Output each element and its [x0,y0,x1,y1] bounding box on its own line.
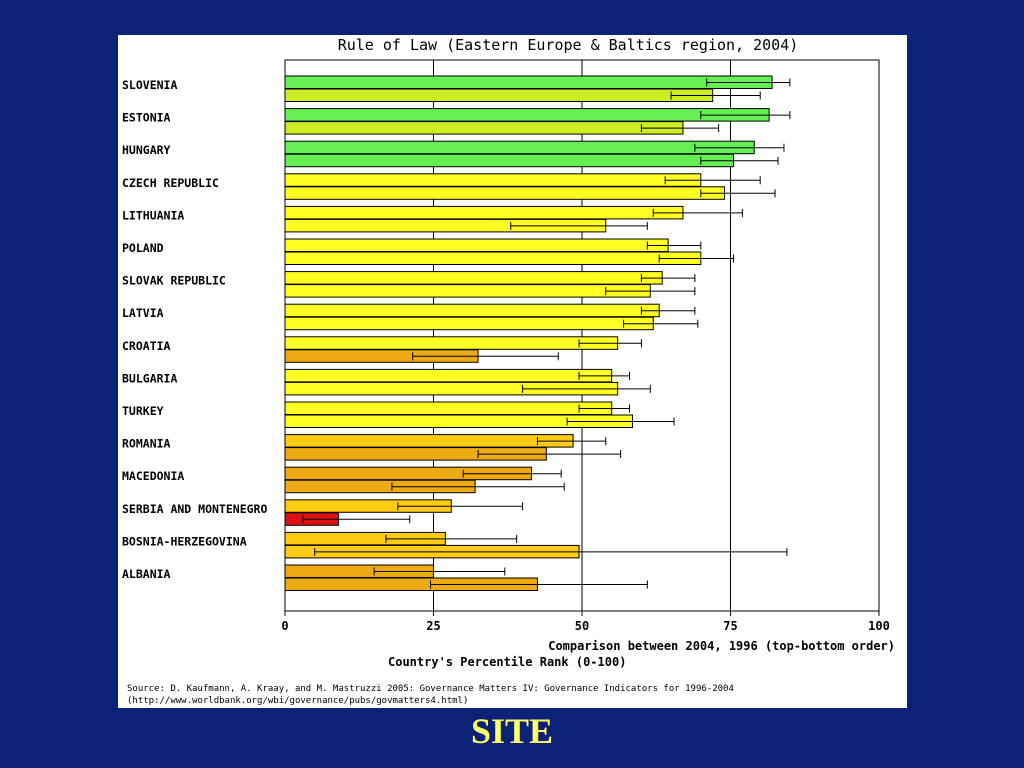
bar-romania-2004 [284,434,574,448]
bar-czech-republic-2004 [284,173,702,187]
tick-label-75: 75 [723,619,737,633]
bar-bulgaria-2004 [284,368,613,383]
chart-panel: Rule of Law (Eastern Europe & Baltics re… [118,35,907,708]
bar-hungary-1996 [284,153,734,168]
category-label-bosnia-herzegovina: BOSNIA-HERZEGOVINA [122,534,247,548]
tick-label-25: 25 [426,619,440,633]
bar-slovenia-2004 [284,75,773,89]
bar-estonia-2004 [284,108,770,122]
category-label-czech-republic: CZECH REPUBLIC [122,176,219,190]
category-label-hungary: HUNGARY [122,143,171,157]
category-label-latvia: LATVIA [122,306,164,320]
category-label-bulgaria: BULGARIA [122,371,177,385]
category-label-croatia: CROATIA [122,339,171,353]
source-line-2: (http://www.worldbank.org/wbi/governance… [127,696,468,706]
category-label-slovak-republic: SLOVAK REPUBLIC [122,274,226,288]
rule-of-law-chart: Rule of Law (Eastern Europe & Baltics re… [122,36,895,706]
category-label-macedonia: MACEDONIA [122,469,184,483]
bar-estonia-1996 [284,121,684,135]
tick-label-0: 0 [281,619,288,633]
bar-croatia-2004 [284,336,619,350]
category-label-serbia-and-montenegro: SERBIA AND MONTENEGRO [122,502,267,516]
bar-slovak-republic-2004 [284,271,663,285]
bar-poland-2004 [284,238,669,252]
slide-footer-title: SITE [470,711,554,751]
category-label-poland: POLAND [122,241,164,255]
category-label-romania: ROMANIA [122,437,171,451]
category-label-turkey: TURKEY [122,404,164,418]
x-axis-label: Country's Percentile Rank (0-100) [388,655,626,669]
bar-czech-republic-1996 [284,186,726,200]
category-label-lithuania: LITHUANIA [122,208,184,222]
category-label-estonia: ESTONIA [122,111,171,125]
category-label-slovenia: SLOVENIA [122,78,177,92]
source-line-1: Source: D. Kaufmann, A. Kraay, and M. Ma… [127,684,734,694]
chart-title: Rule of Law (Eastern Europe & Baltics re… [338,36,799,54]
tick-label-50: 50 [575,619,589,633]
bar-turkey-2004 [284,401,613,415]
chart-subtitle: Comparison between 2004, 1996 (top-botto… [548,639,895,653]
bar-poland-1996 [284,251,702,265]
tick-label-100: 100 [868,619,890,633]
bar-lithuania-2004 [284,205,684,220]
bar-slovenia-1996 [284,88,714,102]
bar-latvia-2004 [284,303,660,318]
bar-slovak-republic-1996 [284,284,651,298]
category-label-albania: ALBANIA [122,567,171,581]
bar-latvia-1996 [284,316,654,331]
bar-hungary-2004 [284,140,755,155]
